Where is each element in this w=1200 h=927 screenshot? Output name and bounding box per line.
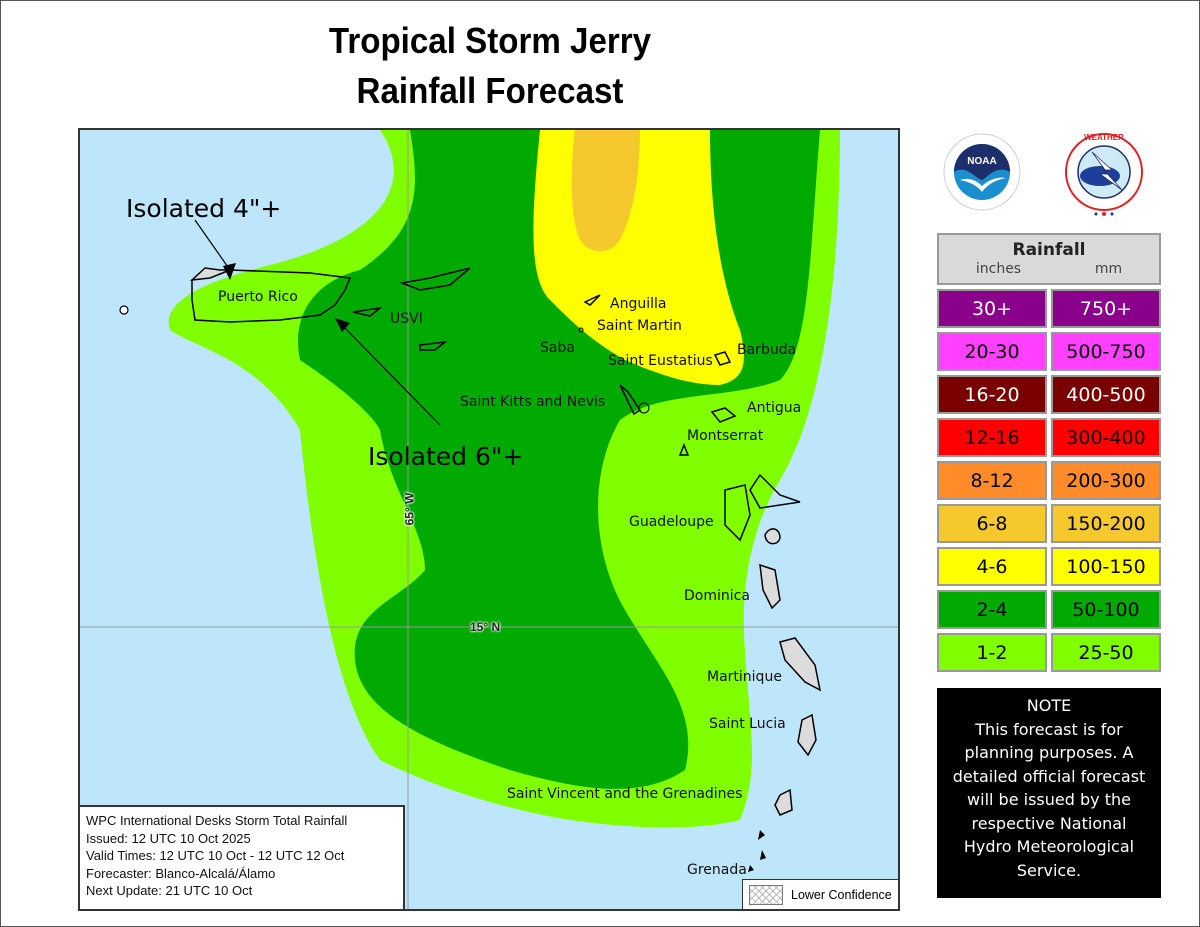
place-antigua: Antigua [747,400,802,416]
legend-cell-inches: 6-8 [937,504,1047,543]
place-saint-lucia: Saint Lucia [709,716,786,732]
forecast-info-box: WPC International Desks Storm Total Rain… [80,805,405,909]
legend-cell-inches: 4-6 [937,547,1047,586]
legend-row: 6-8 150-200 [937,504,1161,543]
legend-unit-inches: inches [975,261,1022,277]
place-saint-vincent-grenadines: Saint Vincent and the Grenadines [507,786,743,802]
legend-cell-inches: 8-12 [937,461,1047,500]
title-line-1: Tropical Storm Jerry [328,20,652,61]
legend-cell-inches: 16-20 [937,375,1047,414]
place-guadeloupe: Guadeloupe [629,514,714,530]
lower-confidence-label: Lower Confidence [791,887,892,902]
legend-row: 30+ 750+ [937,289,1161,328]
legend-cell-inches: 1-2 [937,633,1047,672]
place-saba: Saba [540,340,575,356]
rainfall-legend: Rainfall inches mm 30+ 750+ 20-30 500-750 16… [937,233,1161,672]
legend-cell-mm: 150-200 [1051,504,1161,543]
place-dominica: Dominica [684,588,750,604]
page-title: Tropical Storm Jerry Rainfall Forecast [214,16,766,116]
note-line: Service. [1016,860,1082,880]
noaa-logo-icon: NOAA [943,133,1021,211]
legend-cell-inches: 30+ [937,289,1047,328]
note-box: NOTE This forecast is for planning purpo… [937,688,1161,898]
legend-row: 2-4 50-100 [937,590,1161,629]
legend-title: Rainfall [1012,240,1086,260]
place-saint-eustatius: Saint Eustatius [608,353,713,369]
legend-unit-mm: mm [1094,261,1123,277]
legend-row: 16-20 400-500 [937,375,1161,414]
legend-cell-inches: 20-30 [937,332,1047,371]
note-line: detailed official forecast [952,766,1146,786]
note-line: Hydro Meteorological [963,837,1135,856]
place-grenada: Grenada [687,862,747,878]
place-saint-kitts-nevis: Saint Kitts and Nevis [460,394,606,410]
note-line: planning purposes. A [964,743,1134,762]
legend-cell-mm: 200-300 [1051,461,1161,500]
legend-row: 1-2 25-50 [937,633,1161,672]
legend-header: Rainfall inches mm [937,233,1161,285]
place-usvi: USVI [390,311,423,327]
legend-cell-mm: 25-50 [1051,633,1161,672]
svg-text:WEATHER: WEATHER [1084,133,1124,142]
title-line-2: Rainfall Forecast [356,70,624,111]
note-line: will be issued by the [967,790,1131,809]
info-forecaster: Forecaster: Blanco-Alcalá/Álamo [86,865,276,881]
place-saint-martin: Saint Martin [597,318,682,334]
note-heading: NOTE [1026,696,1072,715]
legend-cell-mm: 100-150 [1051,547,1161,586]
place-martinique: Martinique [707,669,782,685]
legend-cell-inches: 12-16 [937,418,1047,457]
place-barbuda: Barbuda [737,342,797,358]
note-line: respective National [971,813,1127,833]
rainfall-contours [80,130,898,909]
legend-cell-mm: 400-500 [1051,375,1161,414]
legend-row: 4-6 100-150 [937,547,1161,586]
legend-row: 8-12 200-300 [937,461,1161,500]
hatch-pattern-icon [749,884,783,905]
legend-cell-mm: 50-100 [1051,590,1161,629]
place-montserrat: Montserrat [687,428,764,444]
legend-cell-mm: 750+ [1051,289,1161,328]
note-line: This forecast is for [975,719,1123,739]
legend-row: 20-30 500-750 [937,332,1161,371]
legend-row: 12-16 300-400 [937,418,1161,457]
info-product: WPC International Desks Storm Total Rain… [86,813,348,828]
nws-logo-icon: WEATHER [1065,133,1143,216]
longitude-label: 65° W [402,492,417,526]
lower-confidence-legend: Lower Confidence [742,879,898,909]
rainfall-map[interactable]: Isolated 4"+ Isolated 6"+ Puerto Rico US… [78,128,900,911]
agency-logos: NOAA WEATHER [936,124,1164,224]
legend-cell-inches: 2-4 [937,590,1047,629]
svg-text:NOAA: NOAA [967,156,996,167]
info-valid-times: Valid Times: 12 UTC 10 Oct - 12 UTC 12 O… [86,848,345,863]
info-issued: Issued: 12 UTC 10 Oct 2025 [86,830,251,846]
annotation-isolated-4: Isolated 4"+ [126,194,282,223]
annotation-isolated-6: Isolated 6"+ [368,442,524,471]
place-puerto-rico: Puerto Rico [218,289,298,305]
latitude-label: 15° N [470,620,501,634]
info-next-update: Next Update: 21 UTC 10 Oct [86,883,253,898]
legend-cell-mm: 500-750 [1051,332,1161,371]
place-anguilla: Anguilla [610,296,667,312]
legend-cell-mm: 300-400 [1051,418,1161,457]
